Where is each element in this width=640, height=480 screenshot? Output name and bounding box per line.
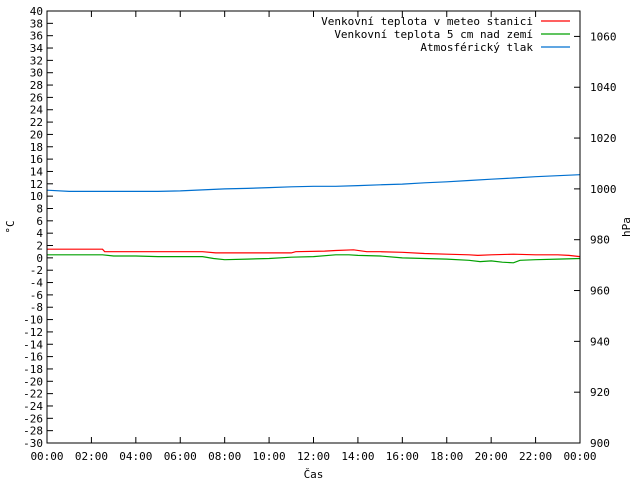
left-tick-label: -4 bbox=[30, 277, 44, 290]
left-tick-label: 36 bbox=[30, 30, 43, 43]
legend: Venkovní teplota v meteo staniciVenkovní… bbox=[321, 15, 570, 54]
series-layer bbox=[46, 174, 581, 264]
left-tick-label: 34 bbox=[30, 42, 44, 55]
left-tick-label: 8 bbox=[36, 202, 43, 215]
right-tick-label: 900 bbox=[590, 437, 610, 450]
left-tick-label: -22 bbox=[23, 388, 43, 401]
right-tick-label: 980 bbox=[590, 234, 610, 247]
left-tick-label: 2 bbox=[36, 240, 43, 253]
left-tick-label: -10 bbox=[23, 314, 43, 327]
right-axis-tick-labels: 1060 1040 1020 1000 980 960 940 920 900 bbox=[590, 30, 617, 450]
right-tick-label: 940 bbox=[590, 335, 610, 348]
plot-frame bbox=[46, 10, 581, 444]
left-tick-label: 38 bbox=[30, 17, 43, 30]
x-tick-label: 12:00 bbox=[297, 450, 330, 463]
left-tick-label: -24 bbox=[23, 400, 43, 413]
series-line-2 bbox=[46, 174, 581, 192]
left-tick-label: -28 bbox=[23, 425, 43, 438]
left-tick-label: 4 bbox=[36, 227, 43, 240]
left-tick-label: 16 bbox=[30, 153, 43, 166]
ticks bbox=[46, 10, 581, 444]
left-tick-label: 24 bbox=[30, 104, 44, 117]
left-tick-label: -20 bbox=[23, 375, 43, 388]
x-tick-label: 08:00 bbox=[208, 450, 241, 463]
left-tick-label: -18 bbox=[23, 363, 43, 376]
left-tick-label: 12 bbox=[30, 178, 43, 191]
x-tick-label: 14:00 bbox=[341, 450, 374, 463]
left-tick-label: 14 bbox=[30, 165, 44, 178]
x-tick-label: 18:00 bbox=[430, 450, 463, 463]
series-line-0 bbox=[47, 248, 581, 258]
right-tick-label: 920 bbox=[590, 386, 610, 399]
left-tick-label: 30 bbox=[30, 67, 43, 80]
left-tick-label: 40 bbox=[30, 5, 43, 18]
x-tick-label: 02:00 bbox=[75, 450, 108, 463]
x-tick-label: 04:00 bbox=[119, 450, 152, 463]
left-tick-label: 6 bbox=[36, 215, 43, 228]
left-tick-label: 26 bbox=[30, 91, 43, 104]
left-tick-label: -26 bbox=[23, 412, 43, 425]
x-tick-label: 16:00 bbox=[386, 450, 419, 463]
right-tick-label: 1060 bbox=[590, 30, 617, 43]
left-tick-label: -8 bbox=[30, 301, 43, 314]
left-tick-label: 32 bbox=[30, 54, 43, 67]
left-tick-label: -14 bbox=[23, 338, 43, 351]
legend-label: Atmosférický tlak bbox=[420, 41, 533, 54]
x-tick-label: 20:00 bbox=[475, 450, 508, 463]
x-tick-label: 22:00 bbox=[519, 450, 552, 463]
right-tick-label: 960 bbox=[590, 285, 610, 298]
left-tick-label: 10 bbox=[30, 190, 43, 203]
left-axis-label: °C bbox=[4, 220, 17, 233]
legend-label: Venkovní teplota 5 cm nad zemí bbox=[334, 28, 533, 41]
left-tick-label: 18 bbox=[30, 141, 43, 154]
x-axis-tick-labels: 00:00 02:00 04:00 06:00 08:00 10:00 12:00 14:00… bbox=[30, 450, 596, 463]
x-tick-label: 00:00 bbox=[563, 450, 596, 463]
x-tick-label: 00:00 bbox=[30, 450, 63, 463]
right-axis-label: hPa bbox=[620, 217, 633, 237]
left-tick-label: -6 bbox=[30, 289, 43, 302]
x-tick-label: 06:00 bbox=[164, 450, 197, 463]
left-tick-label: 20 bbox=[30, 128, 43, 141]
legend-label: Venkovní teplota v meteo stanici bbox=[321, 15, 533, 28]
right-tick-label: 1040 bbox=[590, 81, 617, 94]
x-tick-label: 10:00 bbox=[253, 450, 286, 463]
left-tick-label: -12 bbox=[23, 326, 43, 339]
x-axis-label: Čas bbox=[304, 468, 324, 480]
left-axis-tick-labels: 4038363432302826242220181614121086420-2-… bbox=[23, 5, 43, 450]
series-line-1 bbox=[47, 254, 581, 264]
left-tick-label: 28 bbox=[30, 79, 43, 92]
left-tick-label: -16 bbox=[23, 351, 43, 364]
left-tick-label: -2 bbox=[30, 264, 43, 277]
left-tick-label: 0 bbox=[36, 252, 43, 265]
right-tick-label: 1020 bbox=[590, 132, 617, 145]
left-tick-label: -30 bbox=[23, 437, 43, 450]
right-tick-label: 1000 bbox=[590, 183, 617, 196]
left-tick-label: 22 bbox=[30, 116, 43, 129]
